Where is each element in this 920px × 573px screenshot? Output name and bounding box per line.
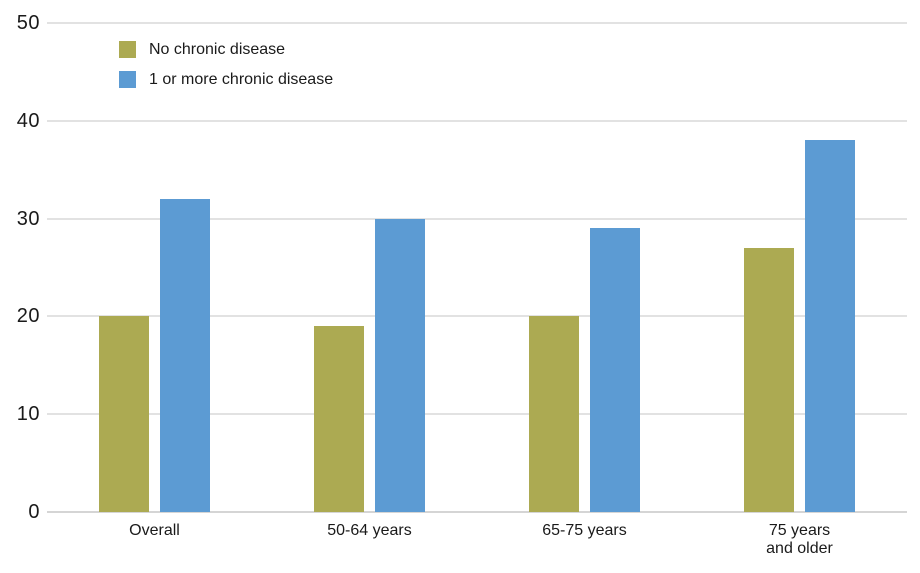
bar bbox=[744, 247, 794, 512]
bar bbox=[99, 316, 149, 512]
legend-swatch bbox=[119, 41, 136, 58]
y-tick-label: 0 bbox=[28, 501, 40, 523]
x-tick-label: 75 years and older bbox=[766, 522, 833, 557]
bar bbox=[375, 218, 425, 512]
gridline bbox=[47, 22, 907, 24]
x-axis-labels: Overall 50-64 years 65-75 years 75 years an… bbox=[47, 522, 907, 558]
bar-group bbox=[262, 23, 477, 512]
legend: No chronic disease 1 or more chronic dise… bbox=[119, 41, 333, 88]
gridline bbox=[47, 217, 907, 220]
gridline bbox=[47, 413, 907, 416]
gridline bbox=[47, 315, 907, 318]
x-tick-label: Overall bbox=[129, 522, 180, 539]
bar bbox=[160, 199, 210, 512]
gridline bbox=[47, 119, 907, 122]
y-tick-label: 20 bbox=[16, 305, 40, 328]
bar bbox=[529, 316, 579, 512]
gridline bbox=[47, 511, 907, 513]
bar-groups bbox=[47, 23, 907, 512]
bar-group bbox=[47, 23, 262, 512]
bar bbox=[590, 228, 640, 512]
legend-label: 1 or more chronic disease bbox=[149, 70, 334, 88]
legend-item: No chronic disease bbox=[119, 41, 333, 58]
bar-group bbox=[477, 23, 692, 512]
bar-group bbox=[692, 23, 907, 512]
legend-label: No chronic disease bbox=[149, 40, 286, 58]
y-tick-label: 40 bbox=[16, 109, 40, 132]
x-tick-label: 65-75 years bbox=[542, 522, 627, 539]
y-tick-label: 50 bbox=[16, 12, 40, 34]
legend-item: 1 or more chronic disease bbox=[119, 71, 333, 88]
legend-swatch bbox=[119, 71, 136, 88]
bar bbox=[314, 326, 364, 512]
x-tick-label: 50-64 years bbox=[327, 522, 412, 539]
plot-area bbox=[47, 22, 907, 513]
y-axis-labels: 0 10 20 30 40 50 bbox=[0, 13, 40, 522]
y-tick-label: 30 bbox=[16, 207, 40, 230]
y-tick-label: 10 bbox=[16, 403, 40, 426]
bar bbox=[805, 140, 855, 512]
